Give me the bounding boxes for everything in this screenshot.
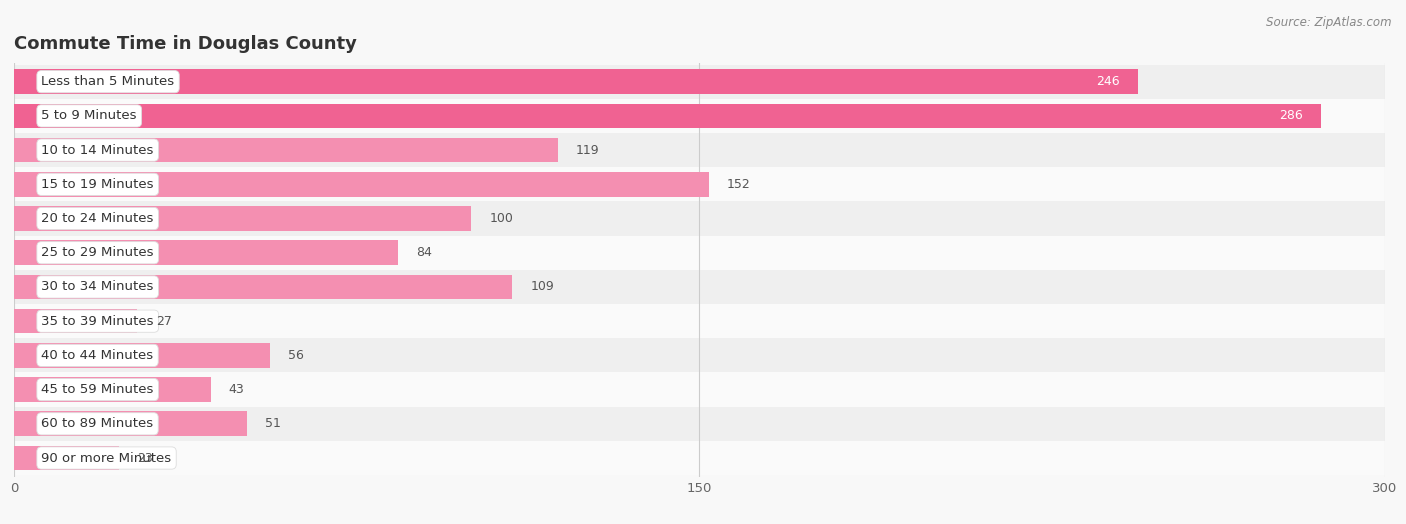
Text: 51: 51 (266, 417, 281, 430)
Bar (14, 172, 709, 196)
Bar (14, 104, 1322, 128)
Text: 23: 23 (138, 452, 153, 464)
Bar (14, 236, 1385, 270)
Bar (14, 373, 1385, 407)
Text: 119: 119 (576, 144, 600, 157)
Bar (14, 441, 1385, 475)
Bar (14, 309, 138, 333)
Text: 100: 100 (489, 212, 513, 225)
Bar (14, 64, 1385, 99)
Text: Less than 5 Minutes: Less than 5 Minutes (42, 75, 174, 88)
Text: 15 to 19 Minutes: 15 to 19 Minutes (42, 178, 155, 191)
Bar (14, 138, 558, 162)
Bar (14, 411, 247, 436)
Text: 56: 56 (288, 349, 304, 362)
Text: Commute Time in Douglas County: Commute Time in Douglas County (14, 35, 357, 53)
Bar (14, 339, 1385, 373)
Bar (14, 201, 1385, 236)
Text: 152: 152 (727, 178, 751, 191)
Text: 35 to 39 Minutes: 35 to 39 Minutes (42, 315, 155, 328)
Bar (14, 407, 1385, 441)
Text: 45 to 59 Minutes: 45 to 59 Minutes (42, 383, 153, 396)
Text: 25 to 29 Minutes: 25 to 29 Minutes (42, 246, 155, 259)
Text: 109: 109 (530, 280, 554, 293)
Text: 30 to 34 Minutes: 30 to 34 Minutes (42, 280, 153, 293)
Text: 40 to 44 Minutes: 40 to 44 Minutes (42, 349, 153, 362)
Bar (14, 69, 1139, 94)
Bar (14, 343, 270, 368)
Bar (14, 377, 211, 402)
Text: 286: 286 (1279, 110, 1303, 123)
Bar (14, 275, 512, 299)
Text: 246: 246 (1097, 75, 1121, 88)
Bar (14, 304, 1385, 339)
Text: 27: 27 (156, 315, 172, 328)
Bar (14, 241, 398, 265)
Text: 43: 43 (229, 383, 245, 396)
Text: 60 to 89 Minutes: 60 to 89 Minutes (42, 417, 153, 430)
Text: 10 to 14 Minutes: 10 to 14 Minutes (42, 144, 153, 157)
Bar (14, 206, 471, 231)
Bar (14, 270, 1385, 304)
Bar (14, 167, 1385, 201)
Bar (14, 99, 1385, 133)
Bar (14, 446, 120, 471)
Bar (14, 133, 1385, 167)
Text: 5 to 9 Minutes: 5 to 9 Minutes (42, 110, 136, 123)
Text: 20 to 24 Minutes: 20 to 24 Minutes (42, 212, 153, 225)
Text: Source: ZipAtlas.com: Source: ZipAtlas.com (1267, 16, 1392, 29)
Text: 84: 84 (416, 246, 432, 259)
Text: 90 or more Minutes: 90 or more Minutes (42, 452, 172, 464)
